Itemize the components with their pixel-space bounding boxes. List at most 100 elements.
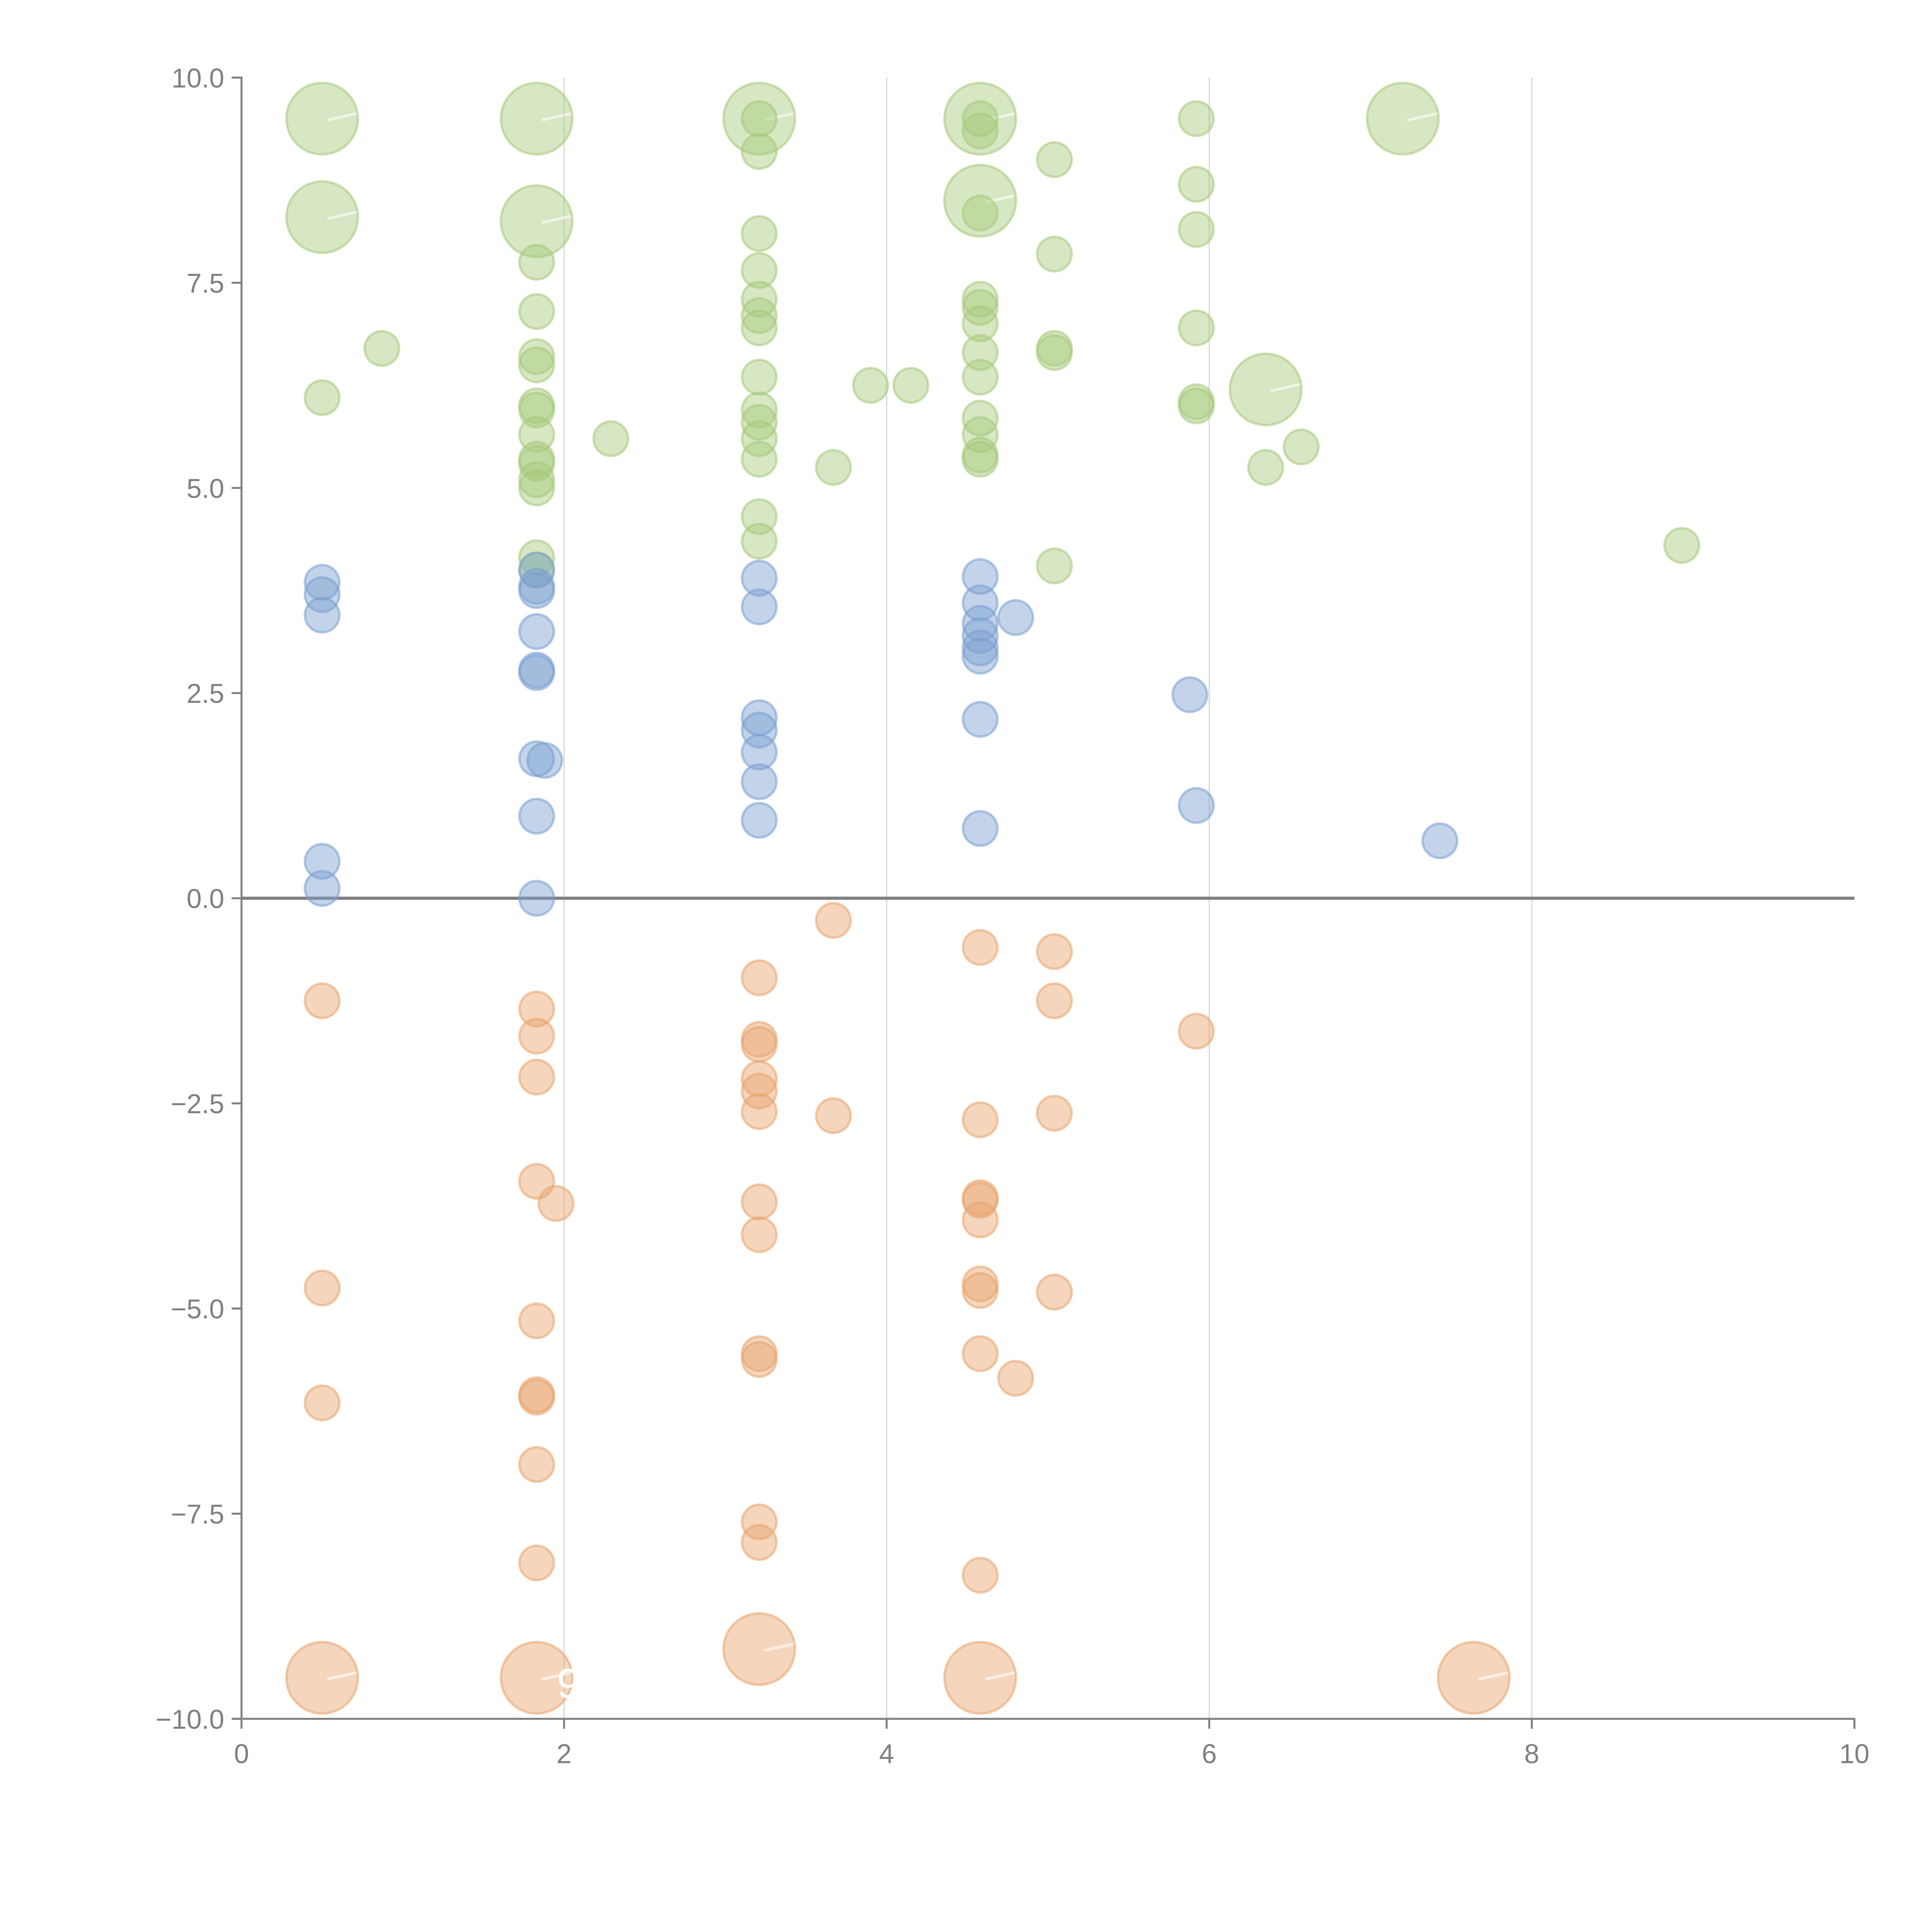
data-point [303, 597, 341, 634]
data-point [1178, 1012, 1215, 1050]
data-point [518, 1302, 555, 1340]
data-point [943, 82, 1017, 156]
data-point [518, 613, 555, 650]
data-points [285, 82, 1701, 1715]
data-point [518, 293, 555, 330]
data-point [1282, 428, 1320, 466]
data-point [303, 576, 341, 613]
axes [231, 77, 1855, 1729]
data-point [303, 870, 341, 907]
data-point [943, 163, 1017, 238]
data-point [518, 654, 555, 691]
point-marker-hand [541, 1671, 571, 1680]
data-point [741, 297, 778, 334]
data-point [961, 1101, 999, 1138]
point-marker-hand [764, 112, 794, 121]
data-point [500, 82, 574, 156]
y-tick-label: −5.0 [171, 1294, 224, 1324]
data-point [741, 763, 778, 800]
data-point [1036, 141, 1073, 179]
data-point [1178, 166, 1215, 203]
data-point [303, 843, 341, 880]
data-point [722, 1612, 796, 1686]
point-marker-hand [327, 112, 357, 121]
data-point [961, 584, 999, 621]
data-point [997, 599, 1034, 636]
data-point [1178, 787, 1215, 824]
data-point [741, 1093, 778, 1130]
data-point [961, 810, 999, 847]
data-point [1178, 211, 1215, 248]
data-point [741, 440, 778, 478]
data-point [961, 638, 999, 675]
y-tick-label: −2.5 [171, 1088, 224, 1119]
point-marker-hand [1407, 112, 1437, 121]
x-tick-label: 0 [234, 1738, 249, 1769]
data-point [518, 1446, 555, 1483]
data-point [518, 461, 555, 498]
data-point [741, 1503, 778, 1541]
data-point [815, 902, 852, 939]
data-point [518, 469, 555, 507]
data-point [303, 379, 341, 416]
annotation-label: 9 [557, 1660, 580, 1707]
y-ticks: 10.0 7.5 5.0 2.5 0.0 −2.5 −5.0 −7.5 −10.0 [156, 63, 242, 1735]
data-point [500, 1641, 574, 1715]
data-point [961, 1272, 999, 1309]
series-positive-high [285, 82, 1701, 588]
series-negative [285, 902, 1511, 1715]
data-point [1036, 982, 1073, 1019]
data-point [961, 929, 999, 966]
data-point [518, 572, 555, 609]
data-point [961, 1556, 999, 1594]
data-point [741, 1072, 778, 1110]
data-point [518, 1017, 555, 1055]
data-point [285, 180, 359, 254]
data-point [1228, 352, 1303, 427]
data-point [285, 82, 359, 156]
y-tick-label: 7.5 [187, 268, 224, 298]
data-point [741, 1060, 778, 1097]
data-point [741, 391, 778, 429]
data-point [741, 1524, 778, 1561]
data-point [961, 100, 999, 137]
data-point [518, 539, 555, 577]
data-point [961, 1335, 999, 1372]
point-marker-hand [541, 112, 571, 121]
point-marker-hand [985, 1671, 1015, 1680]
data-point [741, 959, 778, 997]
data-point [1036, 1274, 1073, 1311]
data-point [741, 1026, 778, 1063]
x-tick-label: 6 [1202, 1738, 1217, 1769]
point-marker-hand [1478, 1671, 1509, 1680]
data-point [741, 802, 778, 839]
data-point [537, 1185, 575, 1222]
data-point [500, 184, 574, 259]
point-marker-hand [541, 215, 571, 224]
data-point [741, 215, 778, 252]
data-point [1036, 235, 1073, 273]
data-point [961, 440, 999, 478]
data-point [1036, 933, 1073, 970]
data-point [741, 252, 778, 289]
data-point [741, 309, 778, 347]
data-point [1036, 334, 1073, 371]
point-marker-hand [764, 1643, 794, 1652]
x-tick-label: 2 [556, 1738, 571, 1769]
x-tick-label: 10 [1839, 1738, 1869, 1769]
data-point [961, 194, 999, 232]
data-point [592, 420, 629, 457]
data-point [518, 346, 555, 384]
data-point [1178, 387, 1215, 425]
data-point [741, 100, 778, 137]
data-point [741, 1341, 778, 1378]
data-point [1247, 449, 1284, 486]
data-point [815, 449, 852, 486]
data-point [303, 564, 341, 601]
data-point [1178, 100, 1215, 137]
y-tick-label: −10.0 [156, 1704, 224, 1735]
y-tick-label: −7.5 [171, 1499, 224, 1529]
data-point [1178, 309, 1215, 347]
data-point [303, 1269, 341, 1307]
